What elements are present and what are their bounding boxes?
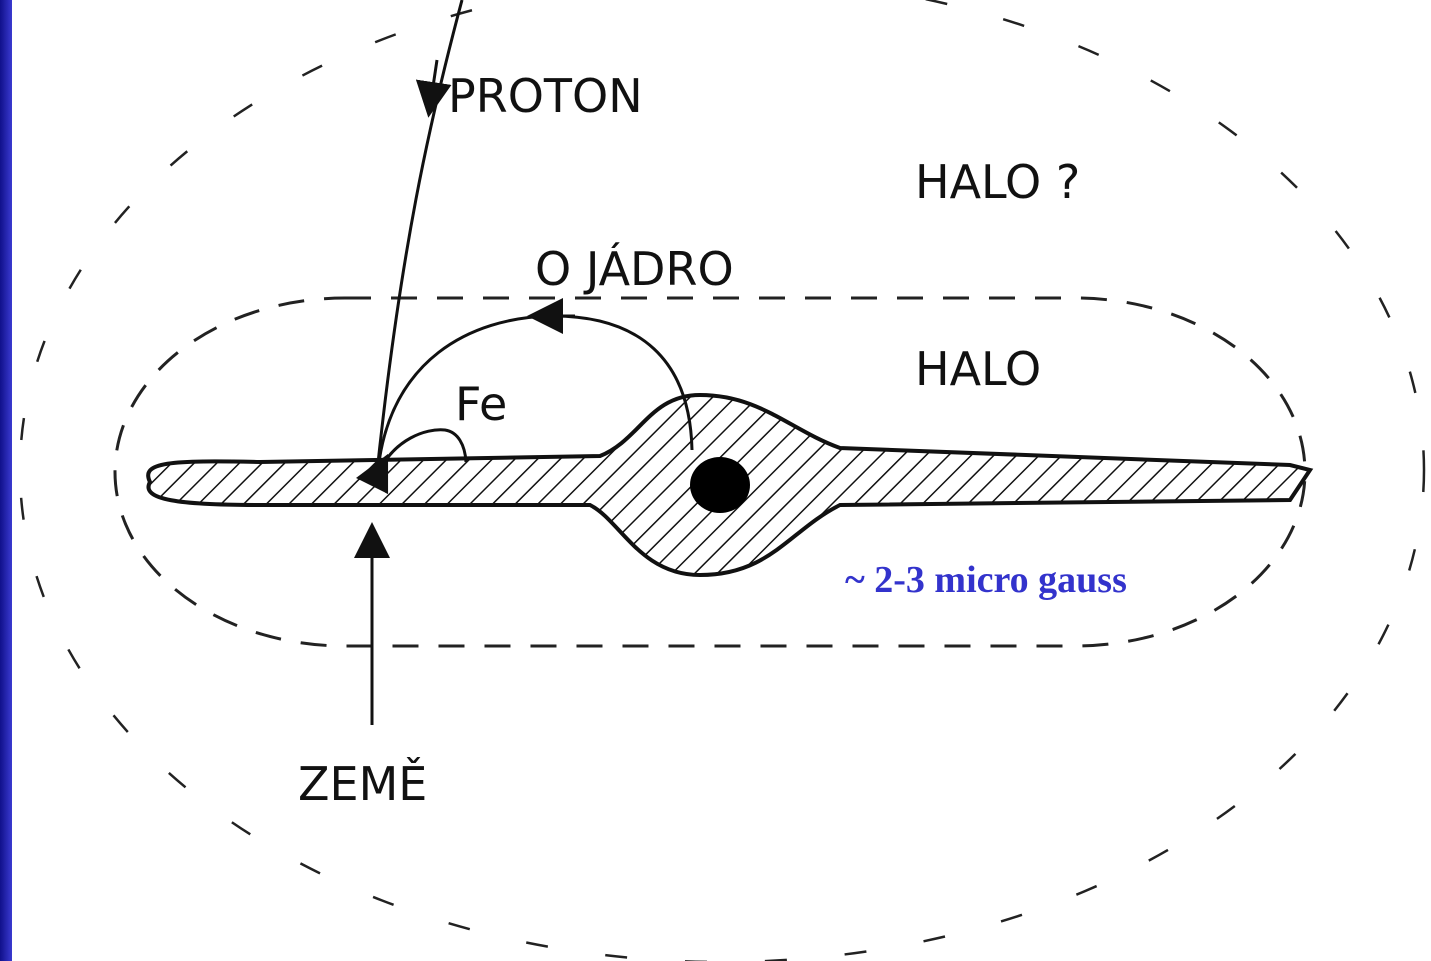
fe-short-path	[355, 428, 468, 495]
outer-halo	[18, 0, 1426, 961]
fe-label: Fe	[455, 377, 507, 431]
proton-label: PROTON	[448, 69, 643, 123]
nucleus-label: O JÁDRO	[535, 242, 734, 296]
proton-arrow	[415, 59, 452, 118]
inner-halo-label: HALO	[915, 342, 1041, 396]
left-edge	[0, 0, 12, 961]
galactic-nucleus	[690, 457, 750, 513]
field-label: ~ 2-3 micro gauss	[845, 559, 1127, 601]
inner-halo	[113, 296, 1307, 648]
earth-label: ZEMĚ	[298, 757, 427, 811]
outer-halo-label: HALO ?	[915, 155, 1080, 209]
proton-path	[374, 0, 464, 483]
